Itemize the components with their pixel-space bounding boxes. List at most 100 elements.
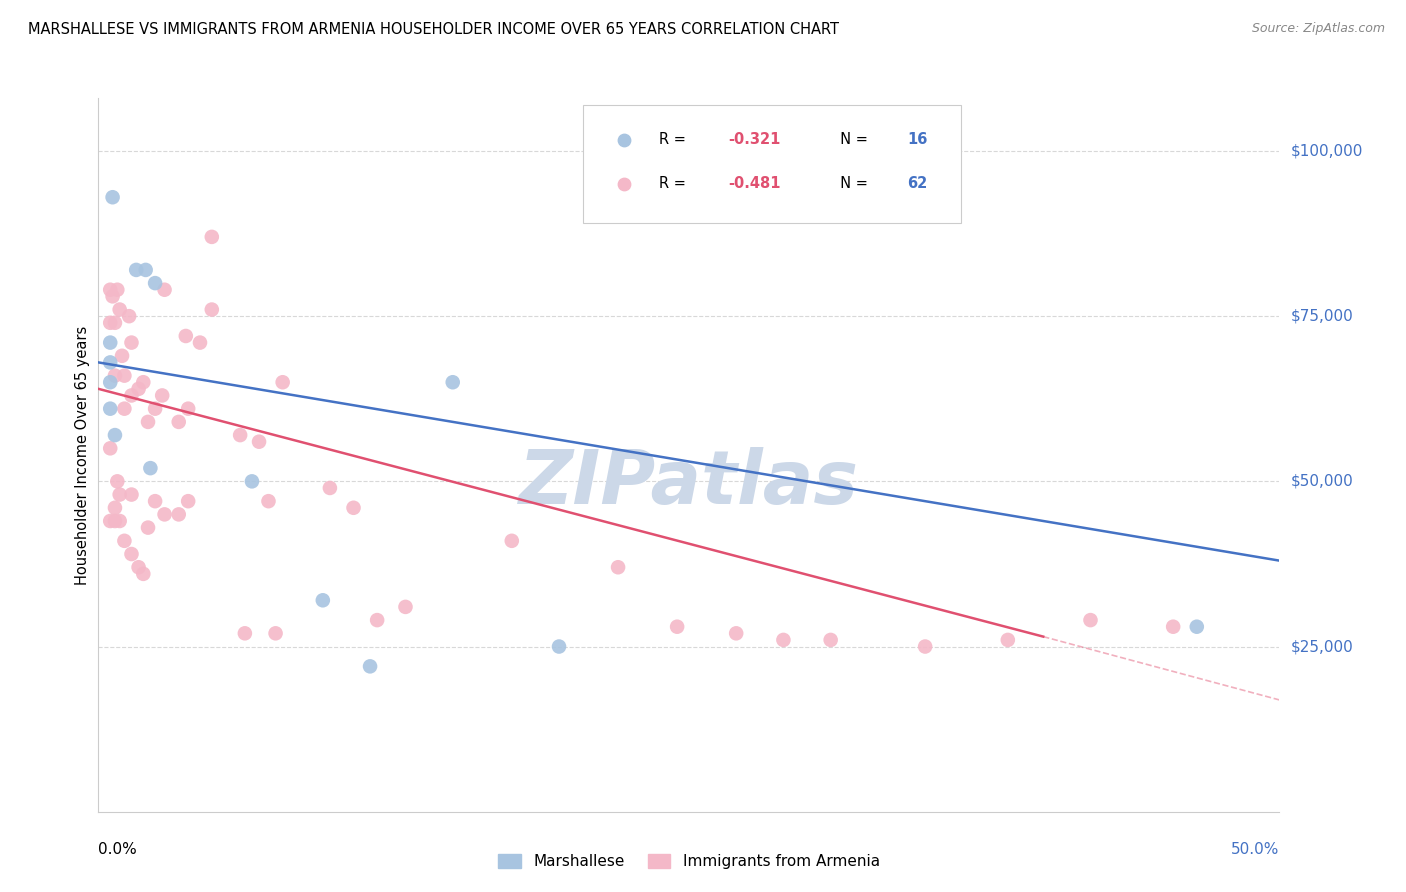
Point (1139, 805, 1161, 819)
Point (98, 401, 121, 416)
Point (240, 475, 263, 489)
Point (132, 376, 155, 390)
Point (125, 263, 148, 277)
Point (132, 566, 155, 581)
Y-axis label: Householder Income Over 65 years: Householder Income Over 65 years (75, 326, 90, 584)
Text: ZIPatlas: ZIPatlas (519, 447, 859, 520)
Point (153, 283, 176, 297)
Point (104, 368, 127, 383)
Point (548, 640, 571, 654)
Point (98, 316, 121, 330)
Text: $100,000: $100,000 (1291, 144, 1362, 159)
Point (607, 560, 630, 574)
Point (229, 428, 252, 442)
Point (139, 461, 162, 475)
Point (247, 434, 270, 449)
Point (112, 533, 135, 548)
Point (177, 494, 200, 508)
Point (121, 547, 143, 561)
Point (98, 442, 121, 456)
Point (101, 289, 124, 303)
FancyBboxPatch shape (582, 105, 960, 223)
Point (98, 514, 121, 528)
Point (1080, 613, 1102, 627)
Text: MARSHALLESE VS IMMIGRANTS FROM ARMENIA HOUSEHOLDER INCOME OVER 65 YEARS CORRELAT: MARSHALLESE VS IMMIGRANTS FROM ARMENIA H… (28, 22, 839, 37)
Point (112, 368, 135, 383)
Point (1139, 805, 1161, 819)
Text: $50,000: $50,000 (1291, 474, 1354, 489)
Text: Source: ZipAtlas.com: Source: ZipAtlas.com (1251, 22, 1385, 36)
Point (441, 376, 464, 390)
Point (104, 428, 127, 442)
Text: $75,000: $75,000 (1291, 309, 1354, 324)
Point (111, 349, 134, 363)
Text: -0.321: -0.321 (728, 132, 780, 147)
Text: $25,000: $25,000 (1291, 639, 1354, 654)
Point (98, 355, 121, 369)
Text: 16: 16 (907, 132, 928, 147)
Text: R =: R = (659, 132, 690, 147)
Point (143, 494, 166, 508)
Point (501, 533, 523, 548)
Point (128, 560, 150, 574)
Point (135, 263, 157, 277)
Point (136, 415, 159, 429)
Point (167, 415, 190, 429)
Point (394, 599, 416, 614)
Text: 62: 62 (907, 177, 928, 191)
Point (108, 302, 131, 317)
Point (121, 335, 143, 350)
Point (98, 283, 121, 297)
Point (104, 500, 127, 515)
Point (264, 626, 287, 640)
Point (118, 309, 141, 323)
Text: N =: N = (831, 132, 872, 147)
Point (153, 508, 176, 522)
Point (1185, 620, 1208, 634)
Text: -0.481: -0.481 (728, 177, 780, 191)
Point (108, 514, 131, 528)
Text: R =: R = (659, 177, 690, 191)
Point (143, 401, 166, 416)
Point (772, 632, 794, 647)
Point (342, 500, 364, 515)
Point (121, 388, 143, 402)
Point (105, 475, 128, 489)
Point (98, 335, 121, 350)
Point (997, 632, 1019, 647)
Point (820, 632, 842, 647)
Point (188, 335, 211, 350)
Point (167, 508, 190, 522)
Point (108, 487, 131, 501)
Point (136, 520, 159, 534)
Point (271, 376, 294, 390)
Point (121, 487, 143, 501)
Text: N =: N = (831, 177, 872, 191)
Text: 0.0%: 0.0% (98, 842, 138, 857)
Point (1161, 620, 1184, 634)
Point (174, 329, 197, 343)
Legend: Marshallese, Immigrants from Armenia: Marshallese, Immigrants from Armenia (492, 847, 886, 875)
Point (104, 514, 127, 528)
Point (98, 376, 121, 390)
Point (201, 302, 224, 317)
Point (725, 626, 748, 640)
Point (143, 276, 166, 290)
Point (319, 481, 342, 495)
Point (359, 659, 381, 673)
Point (104, 316, 127, 330)
Point (233, 626, 256, 640)
Point (914, 640, 936, 654)
Point (257, 494, 280, 508)
Text: 50.0%: 50.0% (1232, 842, 1279, 857)
Point (312, 593, 335, 607)
Point (112, 401, 135, 416)
Point (177, 401, 200, 416)
Point (128, 382, 150, 396)
Point (201, 230, 224, 244)
Point (666, 620, 689, 634)
Point (150, 388, 173, 402)
Point (101, 190, 124, 204)
Point (366, 613, 388, 627)
Point (105, 283, 128, 297)
